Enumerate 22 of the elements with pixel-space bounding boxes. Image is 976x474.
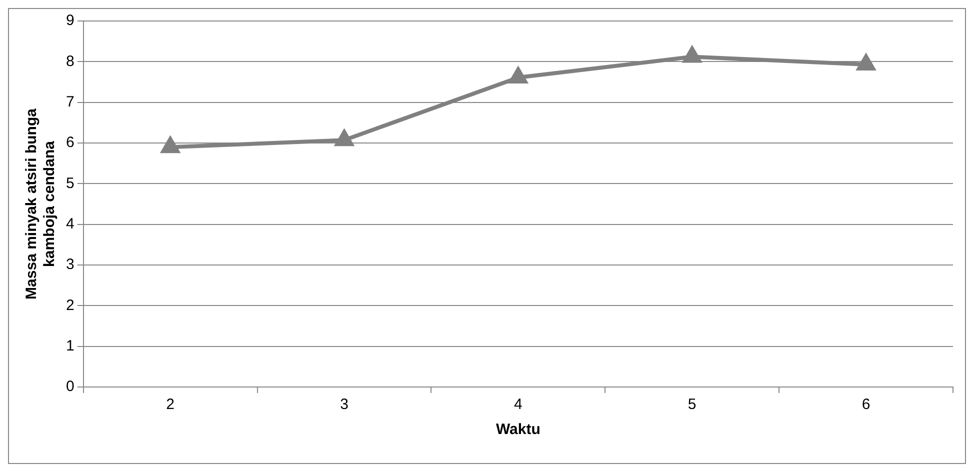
- x-tick-label: 5: [688, 396, 696, 414]
- x-tick-label: 2: [166, 396, 174, 414]
- y-tick-label: 8: [66, 52, 74, 70]
- y-tick-label: 3: [66, 256, 74, 274]
- point: [161, 137, 180, 154]
- y-tick-label: 0: [66, 378, 74, 396]
- x-tick-label: 6: [862, 396, 870, 414]
- x-tick-label: 4: [514, 396, 522, 414]
- y-tick-label: 7: [66, 93, 74, 110]
- y-axis-title: Massa minyak atsiri bunga kamboja cendana: [23, 108, 58, 300]
- point: [857, 54, 875, 71]
- x-tick-label: 3: [340, 396, 348, 414]
- y-tick-label: 1: [66, 337, 74, 354]
- point: [335, 130, 354, 146]
- y-tick-label: 4: [66, 215, 74, 232]
- point: [683, 46, 702, 63]
- y-tick-label: 5: [66, 174, 74, 192]
- x-axis-title: Waktu: [496, 421, 540, 438]
- y-tick-label: 6: [66, 134, 74, 152]
- y-tick-label: 9: [66, 12, 74, 30]
- point: [509, 68, 528, 84]
- y-tick-label: 2: [66, 296, 74, 314]
